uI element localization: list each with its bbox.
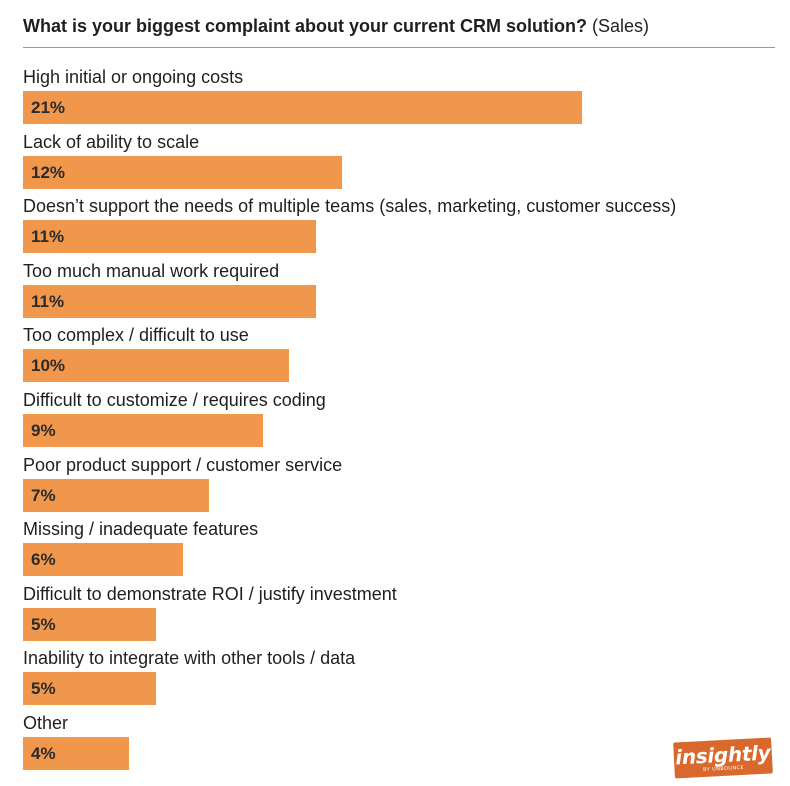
bar [23, 737, 130, 770]
bar [23, 220, 316, 254]
bar-category-label: Too complex / difficult to use [23, 325, 249, 346]
bar-category-label: Difficult to customize / requires coding [23, 390, 326, 410]
bar-category-label: Lack of ability to scale [23, 131, 200, 152]
chart-title-main: What is your biggest complaint about you… [23, 16, 588, 36]
bar [23, 607, 157, 641]
bar-value-label: 6% [31, 550, 56, 570]
bar-value-label: 10% [31, 356, 66, 376]
bar-value-label: 21% [31, 98, 66, 117]
bar-category-label: Inability to integrate with other tools … [23, 648, 356, 669]
bar-value-label: 5% [31, 679, 56, 699]
bar-category-label: Doesn’t support the needs of multiple te… [23, 196, 677, 217]
bar [23, 672, 157, 706]
insightly-logo: insightly BY UNBOUNCE [673, 737, 773, 779]
bar-category-label: Missing / inadequate features [23, 519, 259, 540]
bar [23, 478, 210, 512]
bar [23, 414, 263, 447]
bar-value-label: 11% [31, 227, 65, 247]
chart-title: What is your biggest complaint about you… [23, 14, 649, 38]
bar [23, 543, 183, 577]
bar-value-label: 12% [31, 162, 66, 182]
bar [23, 155, 343, 189]
logo-wordmark: insightly [674, 740, 771, 769]
bar-category-label: Too much manual work required [23, 260, 280, 281]
bar-value-label: 5% [31, 614, 56, 634]
bar-category-label: Poor product support / customer service [23, 454, 343, 475]
chart-title-suffix: (Sales) [592, 16, 650, 36]
bar [23, 91, 583, 124]
bar-category-label: Difficult to demonstrate ROI / justify i… [23, 583, 397, 604]
bar-value-label: 4% [31, 744, 56, 763]
title-divider [23, 47, 775, 48]
bar-value-label: 11% [31, 291, 65, 311]
bar [23, 349, 290, 383]
bar-category-label: High initial or ongoing costs [23, 67, 244, 87]
bar-value-label: 7% [31, 485, 56, 505]
logo-byline: BY UNBOUNCE [702, 764, 745, 773]
bar [23, 284, 316, 318]
bar-category-label: Other [23, 713, 69, 733]
bar-value-label: 9% [31, 421, 56, 440]
